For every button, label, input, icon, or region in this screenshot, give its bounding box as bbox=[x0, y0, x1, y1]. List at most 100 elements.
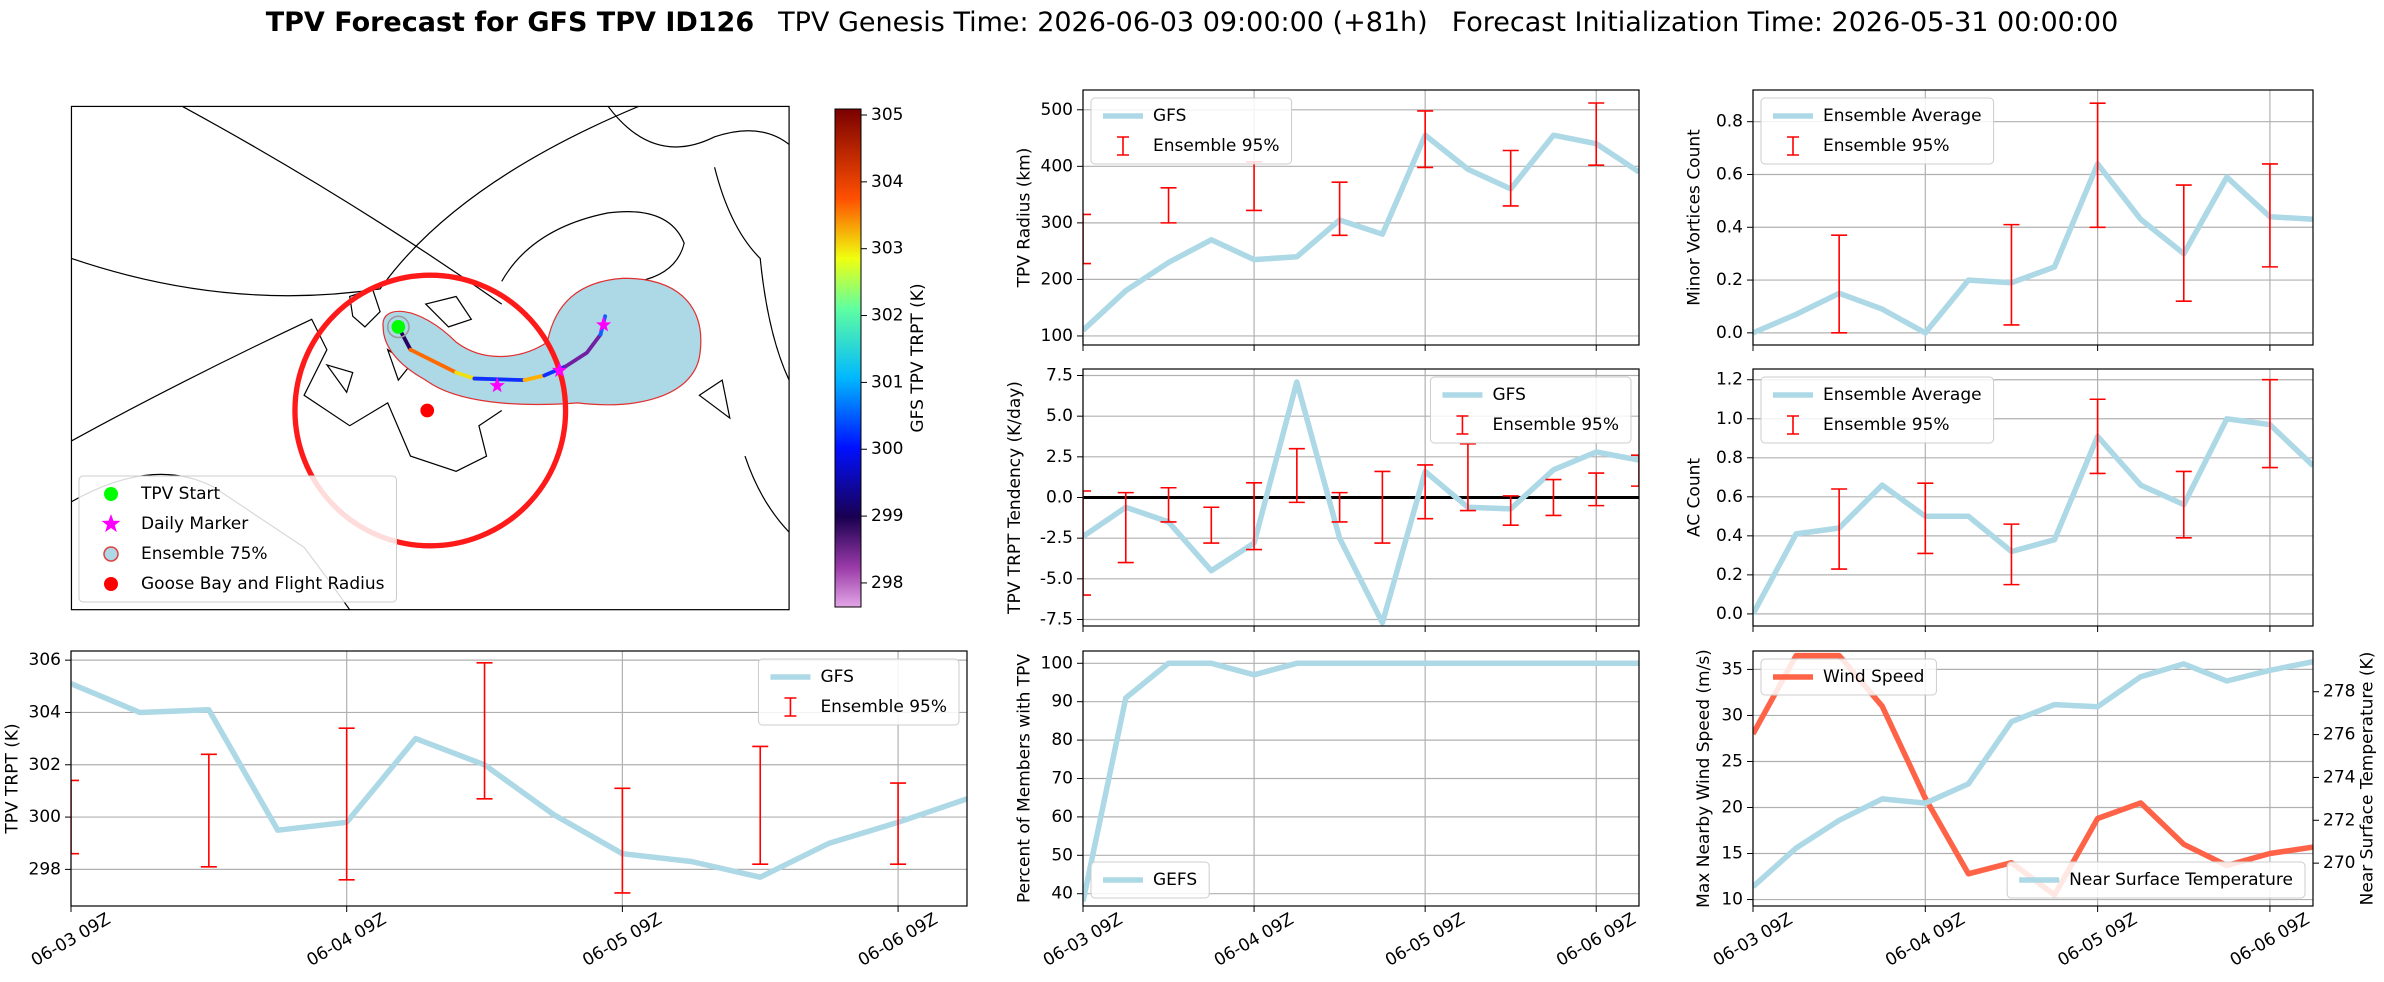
error-bar bbox=[614, 787, 631, 894]
y-tick-label: 300 bbox=[29, 807, 61, 827]
y-axis-label: AC Count bbox=[1685, 458, 1705, 537]
legend-label: Ensemble Average bbox=[1823, 106, 1982, 126]
y-tick-label: 304 bbox=[29, 702, 61, 722]
legend: TPV Start Daily Marker Ensemble 75% Goose B… bbox=[78, 475, 397, 603]
legend: GEFS bbox=[1090, 861, 1210, 899]
error-bar bbox=[2175, 184, 2192, 302]
y-tick-label: 306 bbox=[29, 650, 61, 670]
error-bar bbox=[1288, 447, 1305, 504]
colorbar-tick-label: 301 bbox=[871, 372, 903, 392]
legend-box bbox=[1760, 376, 1995, 444]
y2-tick-label: 272 bbox=[2323, 810, 2355, 830]
y-tick-label: 90 bbox=[1051, 692, 1073, 712]
error-bar bbox=[1831, 234, 1848, 334]
legend-label: Ensemble 95% bbox=[820, 697, 947, 717]
y-tick-label: 100 bbox=[1041, 326, 1073, 346]
error-bar bbox=[1545, 478, 1562, 517]
y-tick-label: -7.5 bbox=[1040, 609, 1073, 629]
coastline bbox=[698, 167, 790, 533]
error-bar bbox=[2089, 102, 2106, 229]
track-segment bbox=[472, 376, 527, 383]
y2-axis-label: Near Surface Temperature (K) bbox=[2358, 652, 2378, 906]
y-tick-label: 298 bbox=[29, 859, 61, 879]
y-tick-label: 100 bbox=[1041, 653, 1073, 673]
error-bar bbox=[2261, 163, 2278, 268]
error-bar bbox=[1246, 482, 1263, 551]
coastline bbox=[71, 106, 639, 297]
legend-label: GEFS bbox=[1153, 870, 1197, 890]
error-bar bbox=[476, 661, 493, 800]
series-line bbox=[1753, 161, 2313, 336]
y-tick-label: 0.4 bbox=[1716, 217, 1743, 237]
y-axis-label: TPV Radius (km) bbox=[1015, 148, 1035, 289]
legend-box bbox=[1760, 97, 1995, 165]
error-bar bbox=[1588, 102, 1605, 166]
y-tick-label: -5.0 bbox=[1040, 569, 1073, 589]
subtitle: TPV Genesis Time: 2026-06-03 09:00:00 (+… bbox=[777, 7, 1428, 38]
series-line bbox=[1083, 132, 1639, 333]
y-tick-label: 2.5 bbox=[1046, 447, 1073, 467]
plot-frame bbox=[1752, 368, 2314, 627]
legend-swatch bbox=[1456, 415, 1469, 435]
legend-box bbox=[78, 475, 397, 603]
islands bbox=[325, 288, 473, 394]
y-tick-label: 10 bbox=[1721, 890, 1743, 910]
y-tick-label: -2.5 bbox=[1040, 528, 1073, 548]
y-tick-label: 40 bbox=[1051, 884, 1073, 904]
legend: Wind Speed bbox=[1760, 658, 1937, 696]
error-bar bbox=[1331, 491, 1348, 523]
error-bar bbox=[1203, 506, 1220, 544]
figure-title: TPV Forecast for GFS TPV ID126 TPV Genesi… bbox=[266, 7, 2119, 38]
error-bar bbox=[1417, 464, 1434, 520]
y2-tick-label: 270 bbox=[2323, 853, 2355, 873]
error-bar bbox=[1502, 495, 1519, 526]
track bbox=[396, 314, 608, 383]
error-bar bbox=[1160, 187, 1177, 224]
legend-marker bbox=[104, 487, 118, 501]
error-bar bbox=[2003, 523, 2020, 586]
track-segment bbox=[542, 364, 568, 378]
legend: Ensemble Average Ensemble 95% bbox=[1760, 376, 1995, 444]
colorbar bbox=[834, 108, 862, 608]
error-bar bbox=[338, 727, 355, 881]
error-bar bbox=[890, 782, 907, 865]
legend-label: Ensemble 95% bbox=[1823, 415, 1950, 435]
legend: GFS Ensemble 95% bbox=[1090, 97, 1293, 165]
track-segment bbox=[563, 332, 603, 369]
y-tick-label: 0.6 bbox=[1716, 164, 1743, 184]
colorbar-tick-label: 305 bbox=[871, 105, 903, 125]
y2-tick-label: 278 bbox=[2323, 682, 2355, 702]
y2-tick-label: 276 bbox=[2323, 725, 2355, 745]
y-tick-label: 5.0 bbox=[1046, 406, 1073, 426]
error-bar bbox=[1459, 443, 1476, 512]
error-bar bbox=[2261, 378, 2278, 469]
y-axis-label: TPV TRPT Tendency (K/day) bbox=[1005, 381, 1025, 615]
legend-label: GFS bbox=[820, 667, 853, 687]
ensemble-start bbox=[386, 315, 410, 339]
legend: GFS Ensemble 95% bbox=[1429, 376, 1632, 444]
legend-marker bbox=[104, 577, 118, 591]
error-bar bbox=[752, 745, 769, 865]
y-tick-label: 7.5 bbox=[1046, 366, 1073, 386]
legend-swatch bbox=[784, 697, 797, 717]
y-tick-label: 0.0 bbox=[1716, 604, 1743, 624]
legend-marker bbox=[103, 546, 119, 562]
legend-swatch bbox=[1117, 136, 1129, 156]
y-axis-label: Percent of Members with TPV bbox=[1015, 654, 1035, 903]
y-tick-label: 15 bbox=[1721, 844, 1743, 864]
y-tick-label: 35 bbox=[1721, 659, 1743, 679]
y-tick-label: 0.8 bbox=[1716, 448, 1743, 468]
y-tick-label: 20 bbox=[1721, 797, 1743, 817]
daily-marker bbox=[551, 361, 568, 378]
legend: Ensemble Average Ensemble 95% bbox=[1760, 97, 1995, 165]
plot-frame bbox=[1752, 650, 2314, 907]
y-tick-label: 0.0 bbox=[1046, 488, 1073, 508]
plot-frame bbox=[1082, 89, 1640, 346]
legend-label: Daily Marker bbox=[141, 514, 248, 534]
y-tick-label: 0.2 bbox=[1716, 270, 1743, 290]
track-segment bbox=[454, 370, 477, 381]
legend-marker bbox=[101, 514, 121, 533]
error-bar bbox=[1160, 486, 1177, 523]
map-frame bbox=[70, 105, 790, 611]
y-tick-label: 1.0 bbox=[1716, 409, 1743, 429]
